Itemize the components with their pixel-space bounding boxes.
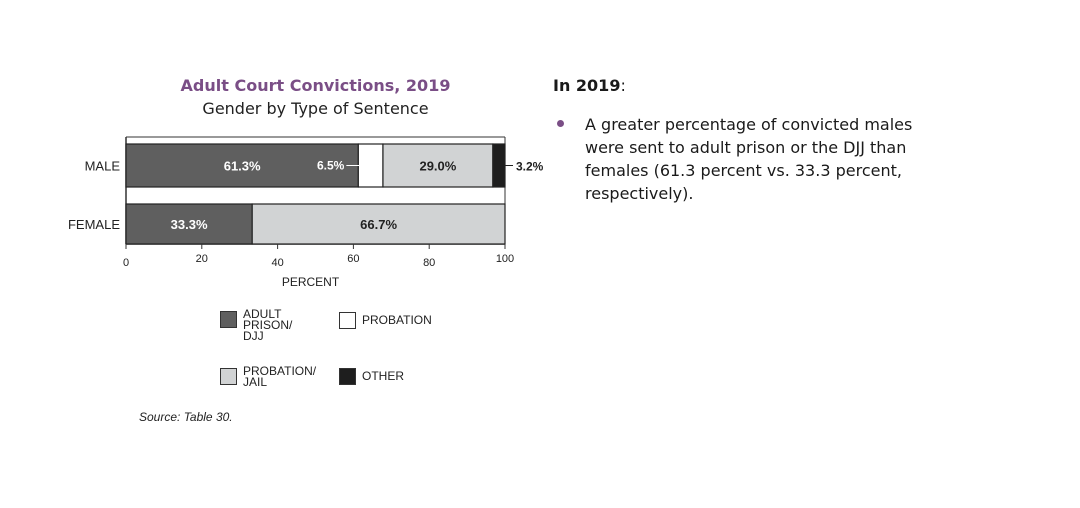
legend-label-probation-jail: PROBATION/ JAIL <box>243 364 317 389</box>
legend-swatch-probation-jail <box>220 368 237 385</box>
notes-heading-rest: : <box>620 76 626 95</box>
legend-label-other: OTHER <box>362 369 404 383</box>
notes-heading-bold: In 2019 <box>553 76 621 95</box>
chart-subtitle: Gender by Type of Sentence <box>202 99 429 118</box>
legend-label-adult-prison: ADULT PRISON/ DJJ <box>243 307 293 343</box>
bar-segment-male-2 <box>382 143 494 188</box>
chart-title: Adult Court Convictions, 2019 <box>180 76 451 95</box>
x-tick-label-60: 60 <box>347 253 359 265</box>
x-tick-label-0: 0 <box>123 257 129 269</box>
data-label-male-adult-prison: 61.3% <box>224 159 261 174</box>
legend-swatch-other <box>339 368 356 385</box>
legend-swatch-probation <box>339 312 356 329</box>
category-label-male: MALE <box>85 159 121 174</box>
data-label-male-probation-jail: 29.0% <box>419 159 456 174</box>
data-label-female-adult-prison: 33.3% <box>171 217 208 232</box>
category-label-female: FEMALE <box>68 217 120 232</box>
bullet-text: A greater percentage of convicted males … <box>585 115 913 203</box>
legend-item-adult-prison: ADULT PRISON/ DJJ <box>220 307 293 343</box>
bar-segment-female-0 <box>125 203 253 245</box>
bar-segment-female-2 <box>251 203 506 245</box>
bar-segment-male-0 <box>125 143 359 188</box>
legend-item-probation: PROBATION <box>339 310 432 329</box>
x-tick-label-20: 20 <box>196 253 208 265</box>
data-label-male-other: 3.2% <box>516 160 544 174</box>
x-axis-label: PERCENT <box>282 275 340 289</box>
source-note: Source: Table 30. <box>139 410 233 424</box>
x-tick-label-40: 40 <box>271 257 283 269</box>
legend-item-probation-jail: PROBATION/ JAIL <box>220 364 317 389</box>
x-tick-label-80: 80 <box>423 257 435 269</box>
bullet-icon <box>557 120 564 127</box>
legend-label-probation: PROBATION <box>362 313 432 327</box>
data-label-male-probation: 6.5% <box>317 159 345 173</box>
notes-heading: In 2019: <box>553 76 626 95</box>
data-label-female-probation-jail: 66.7% <box>360 217 397 232</box>
x-tick-label-100: 100 <box>496 253 514 265</box>
legend-swatch-adult-prison <box>220 311 237 328</box>
bar-segment-male-3 <box>492 143 506 188</box>
legend-item-other: OTHER <box>339 366 404 385</box>
